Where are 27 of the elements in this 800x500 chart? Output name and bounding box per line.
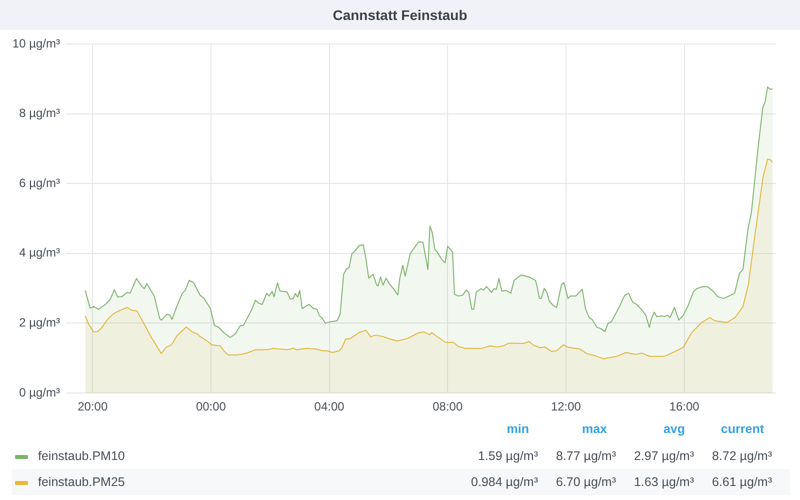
text: 8.72 µg/m³ — [710, 448, 773, 465]
text: 1.63 µg/m³ — [616, 469, 694, 495]
text: 6.70 µg/m³ — [538, 469, 616, 495]
text: avg — [662, 421, 686, 438]
chart-title: Cannstatt Feinstaub — [0, 0, 800, 30]
text: 8.77 µg/m³ — [554, 448, 616, 465]
x-tick-label: 20:00 — [78, 400, 108, 414]
y-tick-label: 6 µg/m³ — [19, 176, 60, 190]
y-tick-label: 4 µg/m³ — [19, 246, 60, 260]
legend-label: feinstaub.PM10 — [38, 449, 125, 463]
x-tick-label: 12:00 — [550, 400, 582, 414]
y-tick-label: 0 µg/m³ — [19, 385, 60, 400]
x-tick-label: 00:00 — [196, 400, 226, 414]
text: 1.59 µg/m³ — [476, 448, 538, 465]
x-tick-label: 16:00 — [669, 400, 700, 414]
text: max — [580, 421, 608, 438]
legend-label: feinstaub.PM25 — [38, 475, 125, 489]
y-tick-label: 10 µg/m³ — [12, 36, 60, 50]
x-tick-label: 04:00 — [314, 400, 345, 414]
y-tick-label: 8 µg/m³ — [19, 106, 60, 120]
text: 0.984 µg/m³ — [460, 469, 538, 495]
text: 6.61 µg/m³ — [694, 469, 790, 495]
text: min — [506, 421, 530, 438]
y-tick-label: 2 µg/m³ — [19, 316, 60, 330]
x-tick-label: 08:00 — [432, 400, 463, 414]
text: current — [720, 421, 765, 438]
text: 2.97 µg/m³ — [632, 448, 694, 465]
